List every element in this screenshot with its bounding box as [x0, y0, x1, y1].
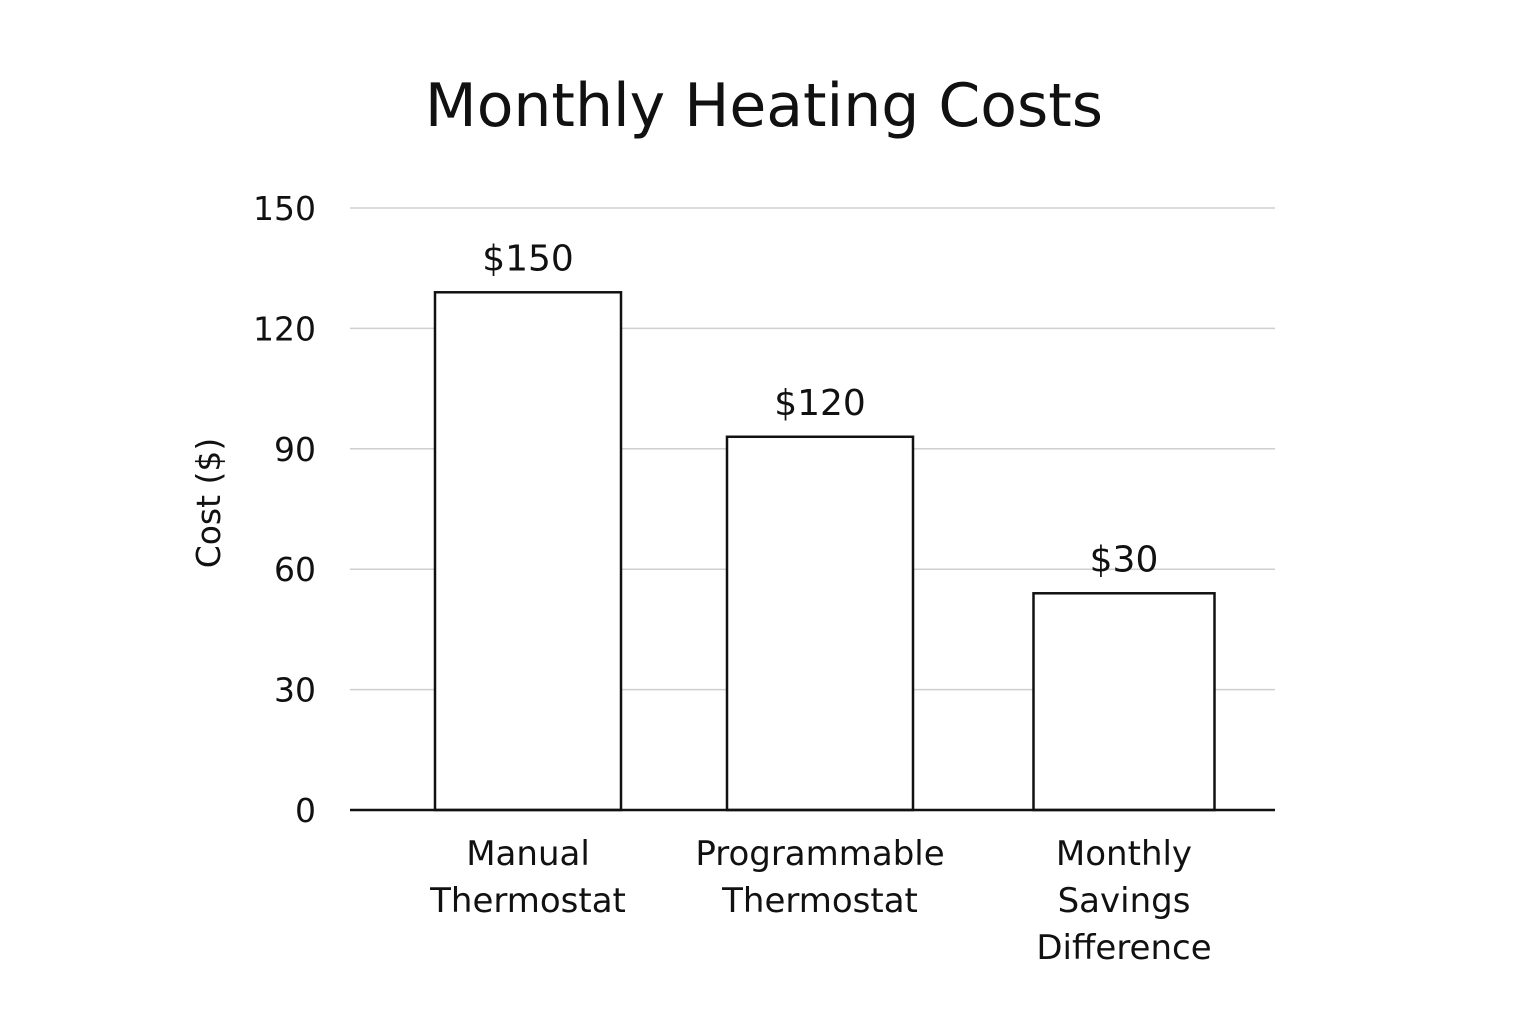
x-category-label: Thermostat [429, 881, 626, 921]
x-axis-categories: Manual Thermostat Programmable Thermostat Mo… [429, 834, 1212, 968]
data-labels: $150 $120 $30 [482, 238, 1158, 580]
y-tick-label: 30 [274, 671, 316, 710]
x-category-label: Thermostat [721, 881, 918, 921]
y-axis-ticks: 0 30 60 90 120 150 [253, 189, 316, 830]
x-category-label: Savings [1058, 881, 1191, 921]
bar [1032, 592, 1216, 812]
x-category-label: Manual [466, 834, 590, 874]
y-tick-label: 120 [253, 309, 316, 348]
bar [725, 435, 915, 812]
bar [433, 291, 623, 812]
data-label: $150 [482, 238, 574, 279]
y-tick-label: 60 [274, 550, 316, 589]
x-category-label: Difference [1036, 928, 1211, 968]
bars [433, 291, 1216, 812]
data-label: $120 [774, 383, 866, 424]
y-tick-label: 90 [274, 430, 316, 469]
x-category-label: Programmable [695, 834, 944, 874]
y-tick-label: 150 [253, 189, 316, 228]
data-label: $30 [1090, 539, 1159, 580]
chart-title: Monthly Heating Costs [425, 71, 1103, 141]
x-category-label: Monthly [1056, 834, 1192, 874]
y-axis-label: Cost ($) [189, 438, 228, 569]
y-tick-label: 0 [295, 791, 316, 830]
